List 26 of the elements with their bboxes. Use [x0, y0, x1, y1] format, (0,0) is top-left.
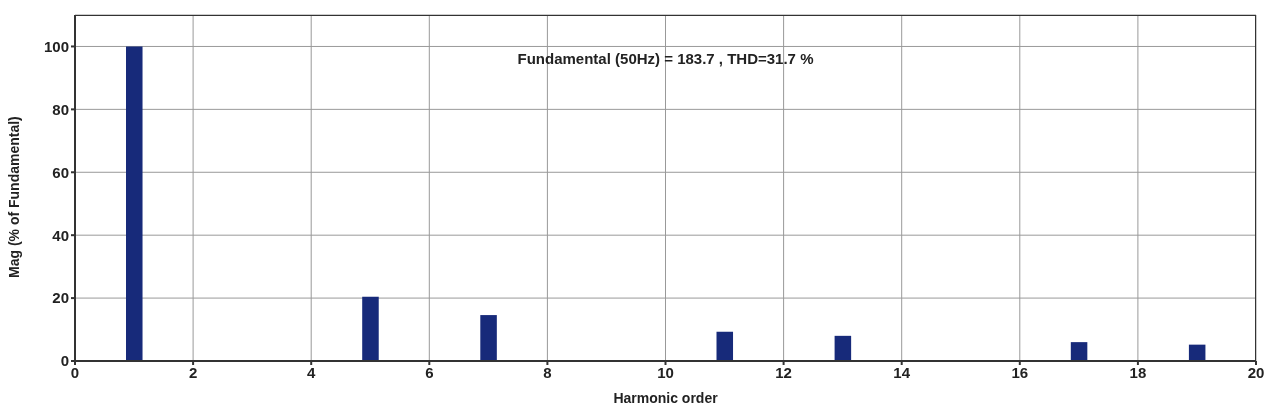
annotation: Fundamental (50Hz) = 183.7 , THD=31.7 % [516, 50, 815, 67]
bar [834, 335, 852, 361]
y-tick-label: 100 [43, 37, 69, 55]
bar [716, 331, 734, 361]
bar [362, 296, 379, 361]
x-tick-label: 8 [543, 363, 552, 381]
y-tick-label: 40 [52, 226, 69, 244]
y-tick-label: 20 [52, 289, 69, 307]
x-tick-label: 12 [775, 363, 792, 381]
x-tick-label: 10 [657, 363, 674, 381]
x-tick-label: 2 [188, 363, 198, 381]
x-tick-label: 14 [893, 363, 911, 381]
bar [126, 46, 143, 361]
bar [1070, 342, 1088, 361]
x-tick-label: 18 [1129, 363, 1147, 381]
x-axis-title: Harmonic order [613, 390, 719, 406]
bar [480, 315, 497, 361]
y-tick-label: 60 [52, 163, 69, 181]
x-tick-label: 16 [1011, 363, 1029, 381]
y-tick-label: 0 [60, 352, 69, 370]
x-tick-label: 4 [307, 363, 317, 381]
x-tick-label: 20 [1247, 363, 1265, 381]
y-tick-label: 80 [52, 100, 69, 118]
y-axis-title: Mag (% of Fundamental) [5, 116, 22, 278]
x-tick-label: 6 [425, 363, 434, 381]
x-tick-label: 0 [70, 363, 80, 381]
